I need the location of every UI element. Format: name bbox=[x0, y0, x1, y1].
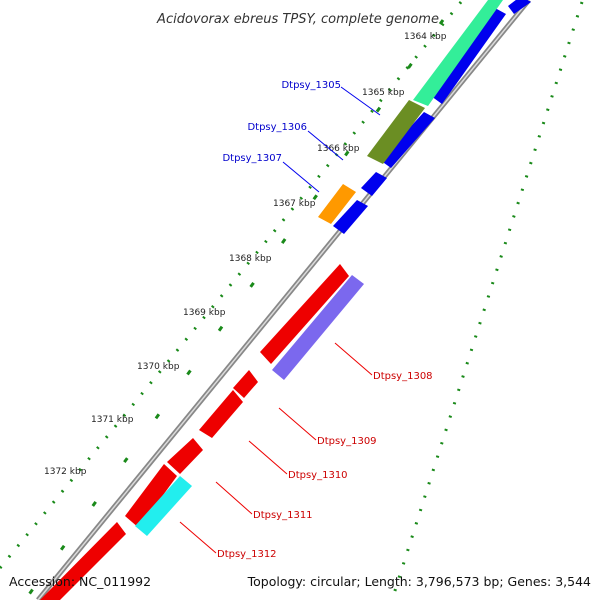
tick-label: 1364 kbp bbox=[404, 32, 447, 42]
gene-label-1312[interactable]: Dtpsy_1312 bbox=[217, 549, 277, 560]
forward-strand-genes bbox=[333, 0, 531, 234]
map-title: Acidovorax ebreus TPSY, complete genome bbox=[156, 12, 439, 27]
gene-arrow-1305[interactable] bbox=[508, 0, 531, 14]
reverse-gene-leaders bbox=[179, 342, 373, 554]
gene-arrow-1307c[interactable] bbox=[333, 200, 368, 234]
tick-label: 1369 kbp bbox=[183, 308, 226, 318]
gene-label-1311[interactable]: Dtpsy_1311 bbox=[253, 510, 313, 521]
gene-arrow-1312[interactable] bbox=[125, 464, 177, 528]
accession-text: Accession: NC_011992 bbox=[9, 574, 151, 589]
orange-feature bbox=[318, 184, 356, 224]
gene-label-1308[interactable]: Dtpsy_1308 bbox=[373, 371, 433, 382]
genome-summary-text: Topology: circular; Length: 3,796,573 bp… bbox=[247, 574, 591, 589]
purple-feature bbox=[272, 275, 364, 380]
tick-label: 1367 kbp bbox=[273, 199, 316, 209]
gene-label-1305[interactable]: Dtpsy_1305 bbox=[281, 80, 341, 91]
tick-label: 1368 kbp bbox=[229, 254, 272, 264]
tick-label: 1366 kbp bbox=[317, 144, 360, 154]
gene-label-1309[interactable]: Dtpsy_1309 bbox=[317, 436, 377, 447]
gene-arrow-1306[interactable] bbox=[431, 8, 506, 104]
forward-gene-leaders bbox=[282, 86, 381, 193]
gene-arrow-1310[interactable] bbox=[199, 390, 243, 438]
gene-label-1310[interactable]: Dtpsy_1310 bbox=[288, 470, 348, 481]
gene-arrow-1308[interactable] bbox=[260, 264, 349, 364]
gene-arrow-1309[interactable] bbox=[233, 370, 258, 398]
teal-feature bbox=[413, 0, 503, 106]
backbone-tick-dashes bbox=[23, 19, 445, 600]
gene-arrow-1307a[interactable] bbox=[380, 112, 435, 168]
inner-dotted-ring bbox=[0, 1, 463, 569]
olive-feature bbox=[367, 100, 425, 164]
tick-label: 1372 kbp bbox=[44, 467, 87, 477]
tick-label: 1365 kbp bbox=[362, 88, 405, 98]
gene-arrow-1313[interactable] bbox=[40, 522, 126, 600]
cyan-feature bbox=[135, 476, 192, 536]
tick-label: 1371 kbp bbox=[91, 415, 134, 425]
gene-arrow-1311[interactable] bbox=[167, 438, 203, 474]
tick-label: 1370 kbp bbox=[137, 362, 180, 372]
gene-label-1306[interactable]: Dtpsy_1306 bbox=[247, 122, 307, 133]
gene-label-1307[interactable]: Dtpsy_1307 bbox=[222, 153, 282, 164]
reverse-strand-genes bbox=[40, 264, 349, 600]
gene-arrow-1307b[interactable] bbox=[361, 172, 387, 196]
position-ticks: 1364 kbp 1365 kbp 1366 kbp 1367 kbp 1368… bbox=[44, 32, 447, 477]
